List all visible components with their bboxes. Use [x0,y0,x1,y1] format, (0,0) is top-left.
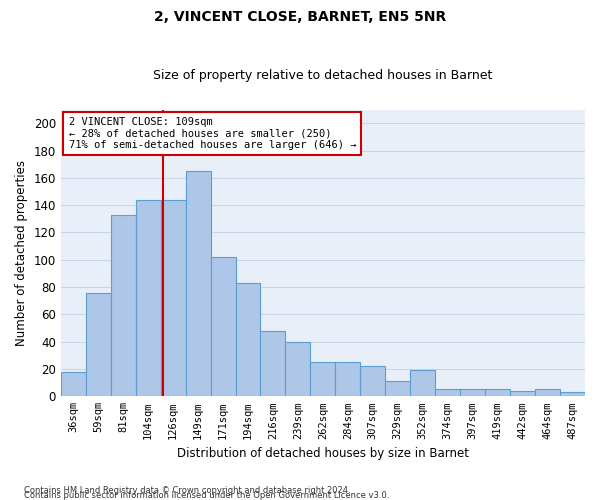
Text: 2, VINCENT CLOSE, BARNET, EN5 5NR: 2, VINCENT CLOSE, BARNET, EN5 5NR [154,10,446,24]
Bar [435,390,460,396]
Bar [185,171,211,396]
Bar [136,200,161,396]
Bar [211,257,236,396]
Bar [535,390,560,396]
Bar [161,200,185,396]
Bar [410,370,435,396]
Title: Size of property relative to detached houses in Barnet: Size of property relative to detached ho… [153,69,493,82]
Bar [236,283,260,397]
Y-axis label: Number of detached properties: Number of detached properties [15,160,28,346]
Bar [510,391,535,396]
Text: Contains HM Land Registry data © Crown copyright and database right 2024.: Contains HM Land Registry data © Crown c… [24,486,350,495]
Bar [286,342,310,396]
Bar [86,292,111,397]
Bar [335,362,361,396]
Bar [485,390,510,396]
Text: 2 VINCENT CLOSE: 109sqm
← 28% of detached houses are smaller (250)
71% of semi-d: 2 VINCENT CLOSE: 109sqm ← 28% of detache… [68,116,356,150]
Bar [111,214,136,396]
Bar [310,362,335,396]
X-axis label: Distribution of detached houses by size in Barnet: Distribution of detached houses by size … [177,447,469,460]
Bar [560,392,585,396]
Text: Contains public sector information licensed under the Open Government Licence v3: Contains public sector information licen… [24,491,389,500]
Bar [361,366,385,396]
Bar [260,331,286,396]
Bar [61,372,86,396]
Bar [460,390,485,396]
Bar [385,382,410,396]
